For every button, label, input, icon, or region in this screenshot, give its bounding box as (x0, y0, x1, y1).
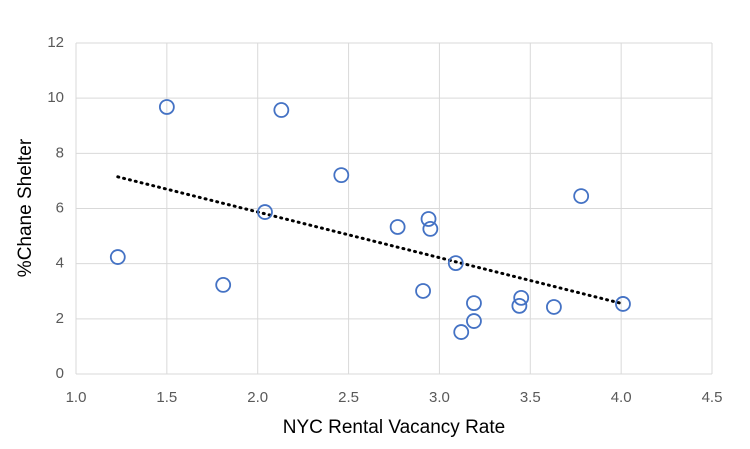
x-tick-label: 2.0 (247, 389, 268, 406)
y-axis-title: %Chane Shelter (15, 138, 36, 277)
x-tick-label: 3.5 (520, 389, 541, 406)
point (615, 296, 631, 312)
y-tick-label: 10 (47, 89, 64, 106)
x-tick-label: 4.5 (702, 389, 723, 406)
point (389, 219, 406, 235)
point (511, 297, 528, 314)
point (158, 99, 175, 115)
point (546, 299, 562, 315)
point (420, 211, 437, 227)
point (257, 204, 273, 220)
y-tick-label: 6 (56, 199, 64, 216)
point (447, 255, 464, 272)
point (415, 283, 431, 299)
x-axis-title: NYC Rental Vacancy Rate (283, 417, 505, 438)
x-tick-label: 1.0 (66, 389, 87, 406)
point (109, 249, 126, 265)
point (273, 102, 290, 118)
point (466, 313, 482, 329)
trendline (116, 175, 625, 306)
y-tick-label: 0 (56, 365, 64, 382)
point (422, 221, 439, 237)
point (573, 188, 590, 204)
x-tick-label: 2.5 (338, 389, 359, 406)
y-tick-label: 2 (56, 310, 64, 327)
x-tick-label: 4.0 (611, 389, 632, 406)
point (513, 289, 530, 306)
point (466, 295, 482, 312)
x-tick-label: 1.5 (156, 389, 177, 406)
point (453, 324, 470, 340)
x-tick-label: 3.0 (429, 389, 450, 406)
y-tick-label: 12 (47, 34, 64, 51)
point (333, 167, 350, 184)
y-tick-label: 8 (56, 144, 64, 161)
point (215, 277, 232, 293)
y-tick-label: 4 (56, 255, 64, 272)
